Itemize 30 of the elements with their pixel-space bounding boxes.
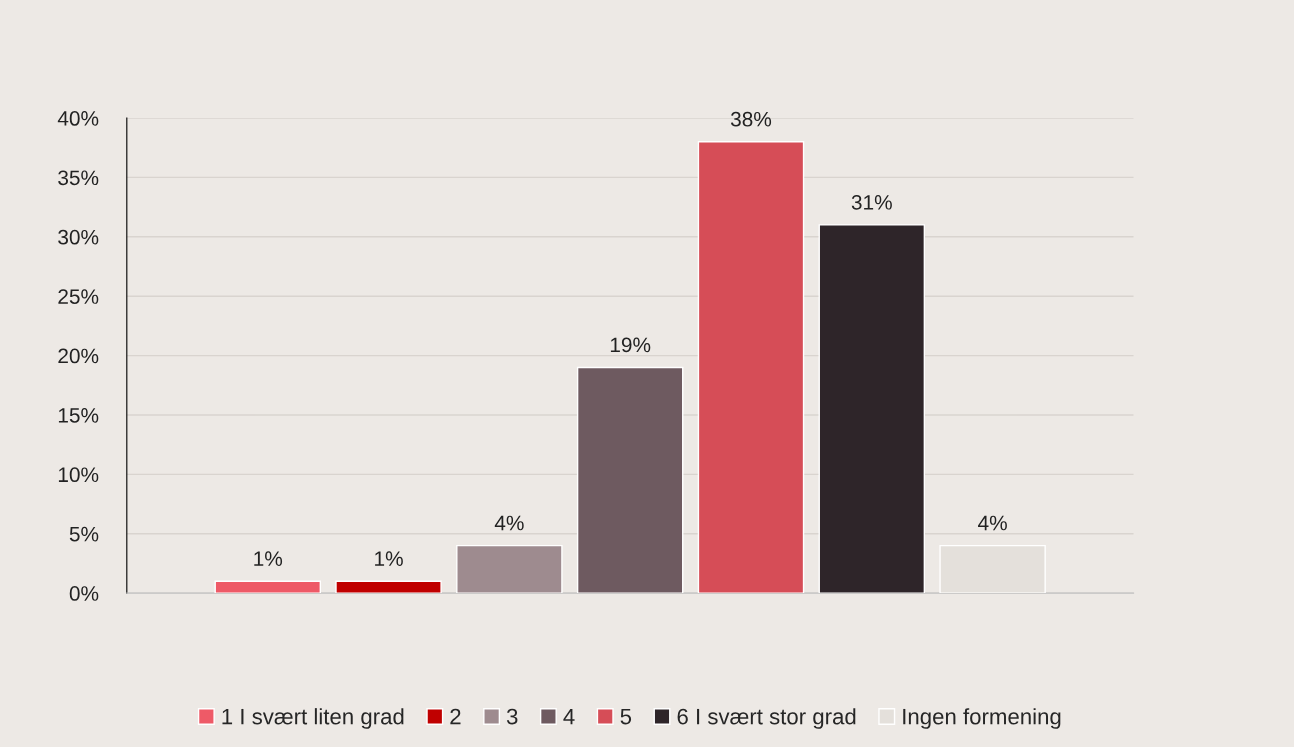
data-label: 1% xyxy=(375,551,403,566)
legend-label: Ingen formening xyxy=(903,708,1061,729)
data-label: 38% xyxy=(730,111,772,127)
y-tick-label: 15% xyxy=(58,408,99,423)
bar xyxy=(335,580,442,594)
legend-label: 4 xyxy=(563,708,575,725)
y-tick-label: 40% xyxy=(57,111,99,126)
y-tick-label: 20% xyxy=(58,348,99,364)
legend-label: 6 I svært stor grad xyxy=(677,708,856,729)
data-label: 4% xyxy=(494,515,524,531)
y-tick-label: 25% xyxy=(58,289,99,304)
y-tick-label: 0% xyxy=(69,586,99,601)
legend-label: 5 xyxy=(620,708,632,725)
data-label: 31% xyxy=(851,194,892,210)
bar xyxy=(456,544,563,594)
y-tick-label: 35% xyxy=(58,170,99,186)
y-tick-label: 30% xyxy=(58,229,99,245)
data-label: 19% xyxy=(610,337,651,353)
bar xyxy=(214,580,322,594)
bar xyxy=(939,544,1046,594)
y-tick-label: 10% xyxy=(58,467,99,483)
y-tick-label: 5% xyxy=(69,526,99,542)
data-label: 1% xyxy=(254,551,283,566)
bar xyxy=(576,366,684,594)
legend-label: 3 xyxy=(506,708,518,725)
bar xyxy=(818,224,926,594)
legend-label: 2 xyxy=(450,708,461,725)
legend-label: 1 I svært liten grad xyxy=(222,708,404,729)
bar xyxy=(697,141,805,594)
data-label: 4% xyxy=(978,515,1007,531)
